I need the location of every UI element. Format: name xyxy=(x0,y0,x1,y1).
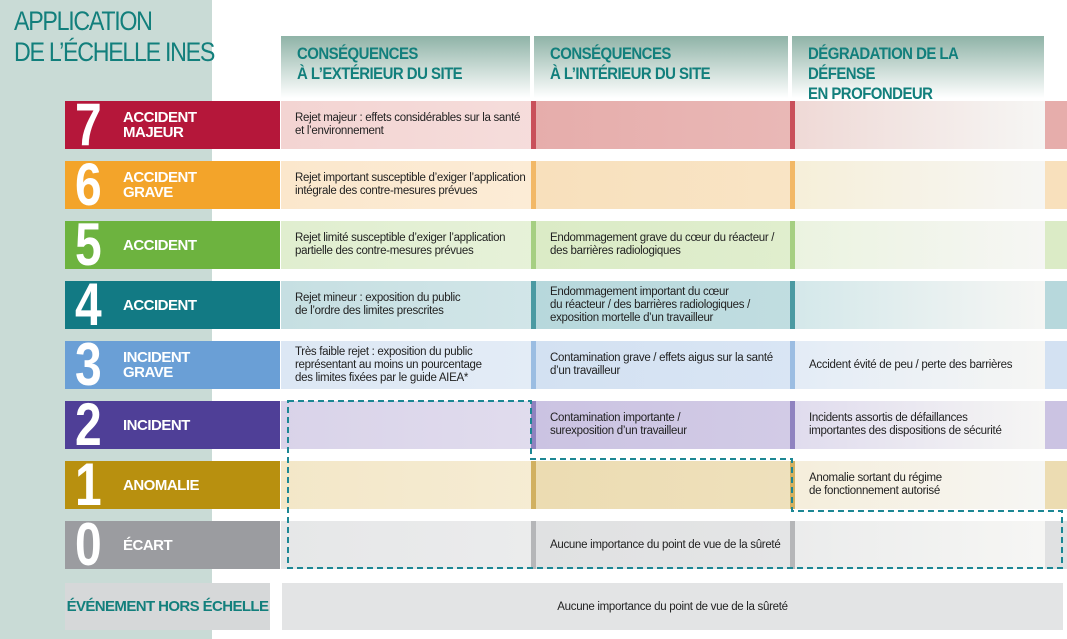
dashed-outline xyxy=(287,400,1063,569)
level-label: 0 ÉCART xyxy=(65,515,280,575)
cell-interieur: Aucune importance du point de vue de la … xyxy=(531,521,790,569)
cell-defense xyxy=(790,221,1045,269)
level-number: 5 xyxy=(75,211,102,278)
cell-tail xyxy=(1045,341,1067,389)
header-label: CONSÉQUENCES À L’EXTÉRIEUR DU SITE xyxy=(297,44,463,83)
cell-defense: Accident évité de peu / perte des barriè… xyxy=(790,341,1045,389)
cell-exterieur xyxy=(281,461,531,509)
level-number: 4 xyxy=(75,271,102,338)
cell-tail xyxy=(1045,461,1067,509)
cell-interieur: Endommagement important du cœur du réact… xyxy=(531,281,790,329)
level-name: ÉCART xyxy=(123,536,173,554)
level-label: 3 INCIDENT GRAVE xyxy=(65,335,280,395)
cell-defense xyxy=(790,281,1045,329)
cell-interieur: Contamination grave / effets aigus sur l… xyxy=(531,341,790,389)
cell-exterieur xyxy=(281,521,531,569)
cell-tail xyxy=(1045,161,1067,209)
level-number: 7 xyxy=(75,91,102,158)
cell-defense: Incidents assortis de défaillances impor… xyxy=(790,401,1045,449)
level-name: ACCIDENT xyxy=(123,296,197,314)
level-label: 5 ACCIDENT xyxy=(65,215,280,275)
cell-interieur: Endommagement grave du cœur du réacteur … xyxy=(531,221,790,269)
cell-defense: Anomalie sortant du régime de fonctionne… xyxy=(790,461,1045,509)
cell-exterieur: Très faible rejet : exposition du public… xyxy=(281,341,531,389)
level-number: 0 xyxy=(75,511,102,578)
level-number: 6 xyxy=(75,151,102,218)
header-consequences-exterieur: CONSÉQUENCES À L’EXTÉRIEUR DU SITE xyxy=(281,36,530,98)
level-label: 2 INCIDENT xyxy=(65,395,280,455)
cell-exterieur: Rejet limité susceptible d’exiger l’appl… xyxy=(281,221,531,269)
cell-exterieur: Rejet important susceptible d’exiger l’a… xyxy=(281,161,531,209)
level-name: INCIDENT xyxy=(123,416,190,434)
level-label: 1 ANOMALIE xyxy=(65,455,280,515)
header-label: CONSÉQUENCES À L’INTÉRIEUR DU SITE xyxy=(550,44,711,83)
cell-tail xyxy=(1045,401,1067,449)
cell-interieur xyxy=(531,101,790,149)
header-consequences-interieur: CONSÉQUENCES À L’INTÉRIEUR DU SITE xyxy=(534,36,788,98)
cell-tail xyxy=(1045,221,1067,269)
level-label: 7 ACCIDENT MAJEUR xyxy=(65,95,280,155)
hors-echelle-label: ÉVÉNEMENT HORS ÉCHELLE xyxy=(65,583,270,630)
level-name: ACCIDENT MAJEUR xyxy=(123,109,197,141)
level-name: ACCIDENT xyxy=(123,236,197,254)
level-number: 2 xyxy=(75,391,102,458)
level-name: INCIDENT GRAVE xyxy=(123,349,190,381)
hors-echelle-cell: Aucune importance du point de vue de la … xyxy=(282,583,1063,630)
cell-interieur xyxy=(531,461,790,509)
header-degradation-defense: DÉGRADATION DE LA DÉFENSE EN PROFONDEUR xyxy=(792,36,1044,103)
level-name: ANOMALIE xyxy=(123,476,200,494)
level-number: 3 xyxy=(75,331,102,398)
cell-exterieur: Rejet mineur : exposition du public de l… xyxy=(281,281,531,329)
level-number: 1 xyxy=(75,451,102,518)
page-title: APPLICATION DE L’ÉCHELLE INES xyxy=(14,6,215,67)
level-label: 4 ACCIDENT xyxy=(65,275,280,335)
cell-interieur: Contamination importante / surexposition… xyxy=(531,401,790,449)
header-label: DÉGRADATION DE LA DÉFENSE EN PROFONDEUR xyxy=(808,44,958,103)
cell-defense xyxy=(790,521,1045,569)
cell-exterieur: Rejet majeur : effets considérables sur … xyxy=(281,101,531,149)
level-name: ACCIDENT GRAVE xyxy=(123,169,197,201)
cell-defense xyxy=(790,161,1045,209)
cell-tail xyxy=(1045,101,1067,149)
cell-interieur xyxy=(531,161,790,209)
cell-exterieur xyxy=(281,401,531,449)
cell-tail xyxy=(1045,281,1067,329)
cell-defense xyxy=(790,101,1045,149)
level-label: 6 ACCIDENT GRAVE xyxy=(65,155,280,215)
